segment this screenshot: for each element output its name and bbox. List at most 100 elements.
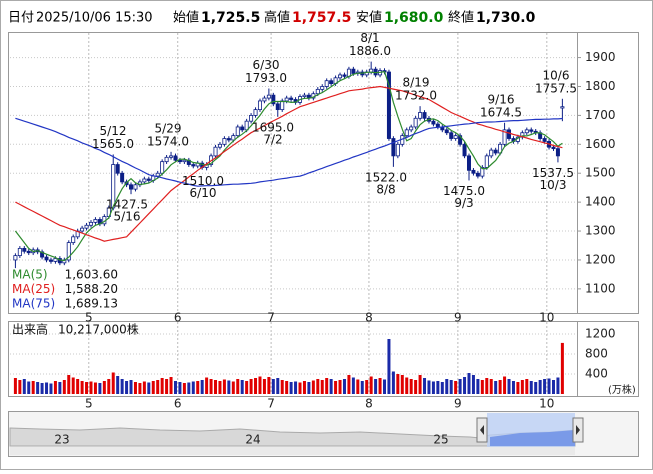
candle-body: [257, 100, 262, 111]
x-tick-label: 9: [454, 397, 462, 411]
volume-bar: [111, 372, 115, 394]
volume-bar: [85, 382, 89, 394]
handle-arrow: [576, 425, 580, 435]
volume-bar: [347, 375, 351, 394]
volume-bar: [329, 379, 333, 394]
candle-body: [431, 120, 436, 125]
volume-bar: [369, 376, 373, 394]
annotation-date: 5/16: [114, 210, 141, 224]
candle-body: [253, 109, 258, 116]
ohlc-value: 1,725.5: [201, 10, 260, 26]
candle-body: [22, 247, 27, 252]
volume-bar: [534, 382, 538, 394]
volume-bar: [254, 378, 258, 394]
navigator-year: 25: [433, 433, 448, 447]
candle-body: [249, 114, 254, 122]
candle-body: [409, 126, 414, 131]
volume-bar: [431, 381, 435, 394]
candle-body: [26, 250, 31, 254]
candle-body: [177, 159, 182, 163]
ohlc-label: 安値: [356, 10, 382, 26]
legend-value: 1,603.60: [65, 268, 118, 282]
candle-body: [133, 184, 138, 190]
x-tick-label: 10: [539, 397, 554, 411]
y-tick-label: 1200: [585, 252, 616, 266]
legend-value: 1,689.13: [65, 297, 118, 311]
volume-bar: [93, 382, 97, 394]
y-tick-label: 1900: [585, 50, 616, 64]
volume-bar: [485, 378, 489, 394]
volume-bar: [418, 375, 422, 394]
candle-body: [329, 80, 334, 84]
annotation-value: 1522.0: [365, 170, 407, 184]
candle-body: [560, 106, 565, 109]
annotation-value: 1510.0: [182, 174, 224, 188]
candle-body: [235, 126, 240, 137]
annotation-value: 1427.5: [106, 198, 148, 212]
volume-bar: [249, 379, 253, 394]
volume-bar: [543, 379, 547, 394]
candle-body: [342, 74, 347, 77]
volume-bar: [40, 383, 44, 394]
volume-bar: [507, 379, 511, 394]
volume-bar: [262, 379, 266, 394]
volume-bar: [427, 380, 431, 394]
candle-body: [129, 184, 134, 190]
volume-bar: [471, 375, 475, 394]
candle-body: [507, 129, 512, 139]
candle-body: [524, 129, 529, 134]
candle-body: [271, 94, 276, 105]
annotation-date: 6/10: [190, 186, 217, 200]
candle-body: [471, 169, 476, 174]
volume-bar: [58, 382, 62, 394]
annotation-value: 1695.0: [252, 120, 294, 134]
volume-bar: [245, 381, 249, 394]
volume-bar: [240, 380, 244, 394]
candle-body: [444, 129, 449, 134]
candle-body: [80, 227, 85, 232]
volume-bar: [302, 381, 306, 394]
volume-bar: [182, 383, 186, 394]
legend-name: MA(25): [12, 282, 55, 296]
volume-bar: [285, 381, 289, 394]
candle-body: [493, 149, 498, 154]
annotation-date: 7/2: [263, 132, 282, 146]
candle-body: [386, 71, 391, 139]
y-tick-label: 1300: [585, 224, 616, 238]
volume-bar: [387, 339, 391, 394]
candle-body: [320, 86, 325, 90]
annotation-date: 5/12: [100, 124, 127, 138]
volume-bar: [125, 381, 129, 394]
volume-bar: [151, 381, 155, 394]
ohlc-value: 1,680.0: [384, 10, 444, 26]
volume-bar: [494, 381, 498, 394]
annotation-value: 1565.0: [92, 137, 134, 151]
volume-tick-label: 400: [585, 367, 608, 381]
volume-bar: [409, 379, 413, 394]
annotation-value: 1674.5: [480, 105, 522, 119]
candle-body: [262, 97, 267, 102]
volume-bar: [525, 379, 529, 394]
volume-bar: [80, 381, 84, 394]
volume-bar: [165, 379, 169, 394]
volume-bar: [547, 378, 551, 394]
candle-body: [48, 259, 53, 262]
volume-bar: [378, 378, 382, 394]
volume-bar: [71, 377, 75, 394]
volume-bar: [76, 379, 80, 394]
volume-bar: [365, 380, 369, 394]
ohlc-label: 高値: [264, 10, 290, 26]
volume-bar: [49, 383, 53, 394]
candle-body: [422, 112, 427, 119]
annotation-date: 6/30: [253, 58, 280, 72]
volume-tick-label: 800: [585, 347, 608, 361]
volume-bar: [160, 378, 164, 394]
volume-bar: [511, 381, 515, 394]
volume-bar: [311, 380, 315, 394]
candle-body: [266, 94, 271, 99]
navigator-scrollbar[interactable]: [10, 447, 575, 455]
annotation-date: 10/6: [543, 68, 570, 82]
volume-unit: (万株): [608, 383, 636, 396]
volume-bar: [191, 381, 195, 394]
